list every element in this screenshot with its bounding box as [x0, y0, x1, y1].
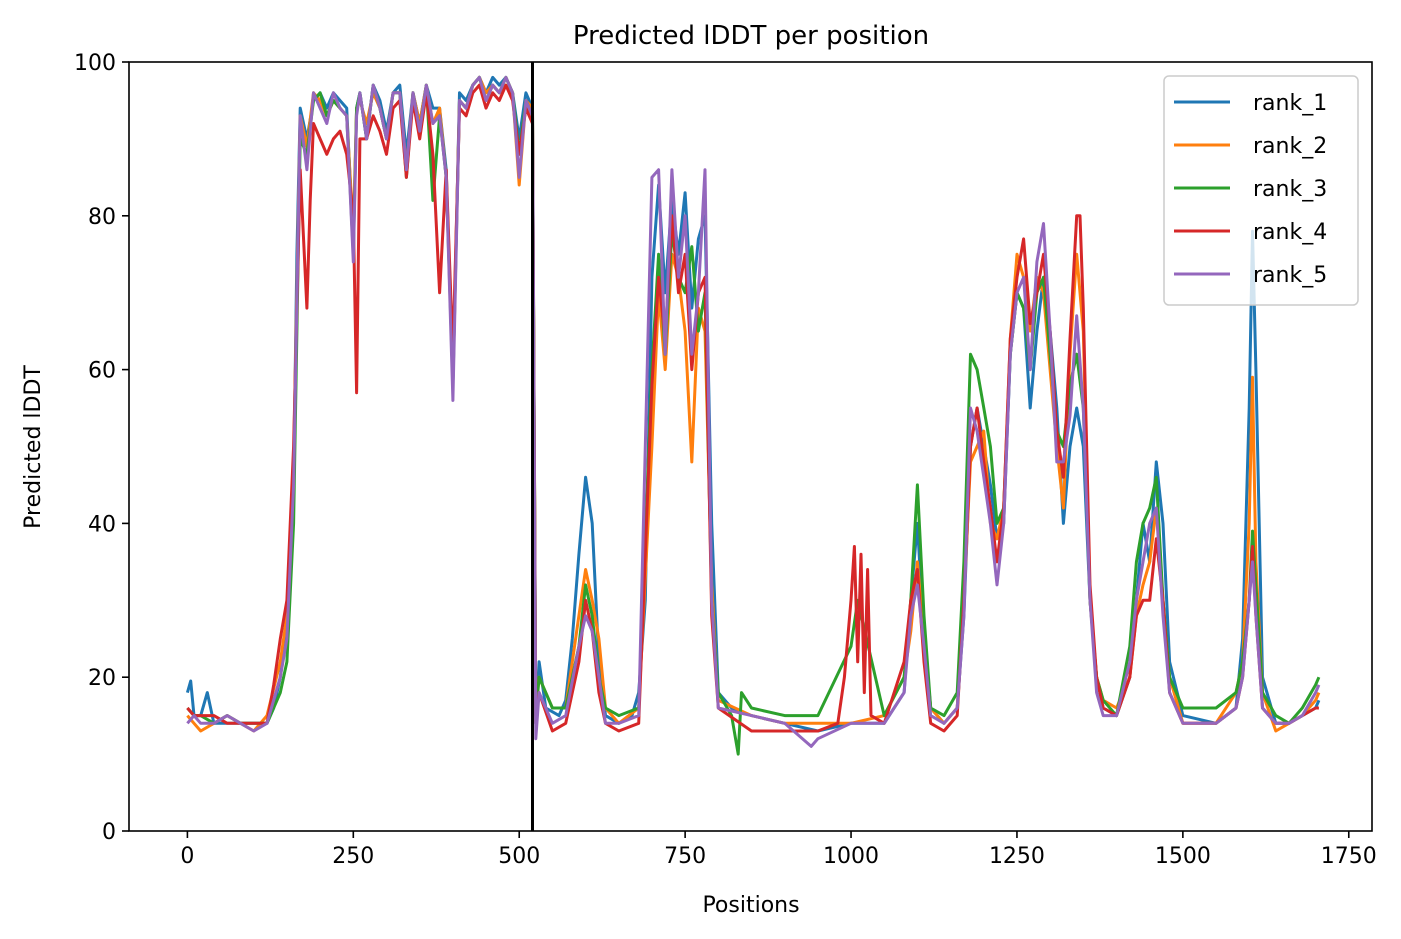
x-tick-label: 1750: [1321, 844, 1377, 869]
x-tick-label: 1500: [1155, 844, 1211, 869]
y-tick-label: 80: [88, 205, 116, 230]
y-tick-label: 0: [102, 820, 116, 845]
legend-frame: [1163, 75, 1359, 306]
legend-label-rank_4: rank_4: [1253, 220, 1327, 245]
x-tick-label: 750: [664, 844, 706, 869]
plot-area: [185, 62, 1321, 831]
x-tick-label: 500: [498, 844, 540, 869]
legend-label-rank_2: rank_2: [1253, 134, 1327, 159]
y-tick-label: 40: [88, 512, 116, 537]
chart-title: Predicted lDDT per position: [573, 21, 929, 51]
axes-frame: [128, 61, 1373, 832]
y-tick-label: 100: [74, 51, 116, 76]
x-tick-label: 250: [332, 844, 374, 869]
legend-label-rank_3: rank_3: [1253, 177, 1327, 202]
series-line-rank_5: [186, 75, 1321, 748]
y-tick-label: 20: [88, 666, 116, 691]
x-tick-label: 0: [180, 844, 194, 869]
x-tick-label: 1250: [989, 844, 1045, 869]
y-tick-label: 60: [88, 359, 116, 384]
legend-label-rank_5: rank_5: [1253, 263, 1327, 288]
x-tick-label: 1000: [823, 844, 879, 869]
axes: 0 250 500 750 1000 1250 1500 1750 0 20 40 60 80 100: [74, 51, 1377, 869]
x-axis-label: Positions: [702, 893, 799, 918]
legend: rank_1 rank_2 rank_3 rank_4 rank_5: [1163, 75, 1359, 306]
legend-label-rank_1: rank_1: [1253, 91, 1327, 116]
y-axis-label: Predicted lDDT: [21, 365, 46, 529]
